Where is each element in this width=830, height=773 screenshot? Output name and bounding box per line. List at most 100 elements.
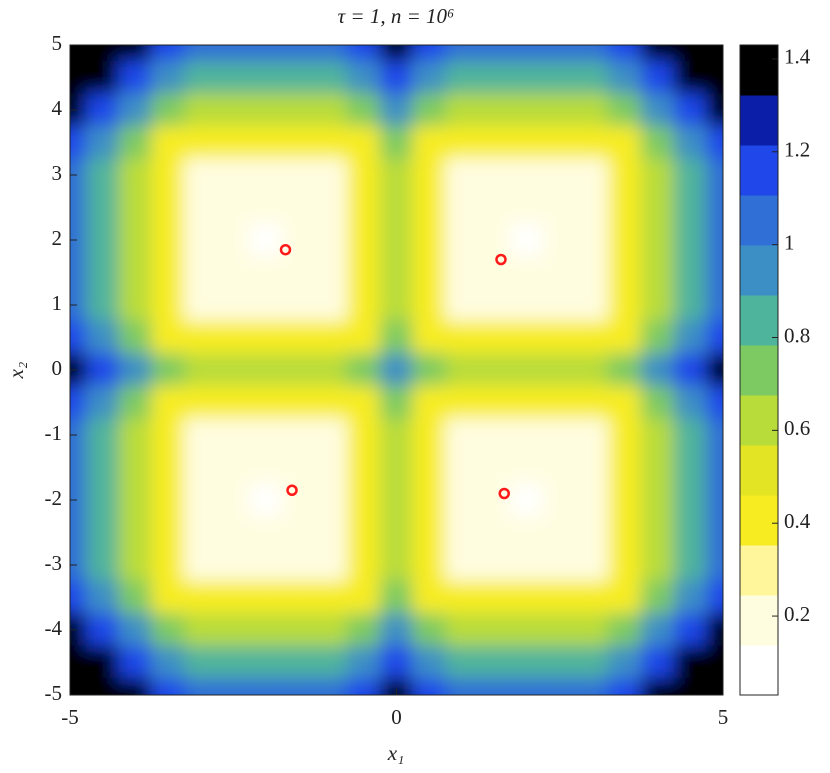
- contour-cell: [412, 158, 446, 192]
- contour-cell: [216, 190, 251, 225]
- contour-cell: [118, 93, 153, 127]
- contour-cell: [151, 255, 185, 290]
- colorbar-swatch: [740, 645, 778, 696]
- contour-cell: [412, 190, 446, 225]
- contour-cell: [673, 320, 708, 355]
- contour-cell: [477, 125, 512, 160]
- contour-cell: [379, 190, 414, 225]
- contour-cell: [673, 353, 708, 387]
- contour-cell: [575, 223, 610, 257]
- contour-cell: [673, 580, 708, 615]
- contour-cell: [444, 483, 479, 517]
- contour-cell: [281, 255, 316, 290]
- colorbar-swatch: [740, 395, 778, 446]
- contour-cell: [347, 353, 381, 387]
- contour-cell: [70, 483, 87, 517]
- contour-cell: [85, 320, 120, 355]
- contour-cell: [183, 613, 218, 647]
- colorbar-swatch: [740, 595, 778, 646]
- contour-cell: [706, 190, 723, 225]
- y-tick-label: 4: [52, 96, 63, 120]
- contour-cell: [85, 580, 120, 615]
- contour-cell: [281, 678, 316, 695]
- contour-cell: [118, 353, 153, 387]
- contour-cell: [281, 288, 316, 322]
- contour-cell: [575, 580, 610, 615]
- contour-cell: [347, 385, 381, 420]
- contour-cell: [706, 125, 723, 160]
- contour-cell: [444, 353, 479, 387]
- contour-cell: [347, 158, 381, 192]
- colorbar-swatch: [740, 145, 778, 196]
- contour-cell: [379, 450, 414, 485]
- contour-cell: [118, 678, 153, 695]
- contour-cell: [542, 125, 577, 160]
- colorbar-swatch: [740, 495, 778, 546]
- contour-cell: [379, 515, 414, 550]
- contour-cell: [673, 548, 708, 582]
- contour-cell: [118, 125, 153, 160]
- contour-cell: [314, 190, 349, 225]
- contour-cell: [575, 645, 610, 680]
- contour-cell: [70, 45, 87, 62]
- contour-cell: [216, 645, 251, 680]
- contour-cell: [444, 60, 479, 95]
- contour-cell: [183, 60, 218, 95]
- contour-cell: [216, 580, 251, 615]
- contour-cell: [673, 678, 708, 695]
- contour-cell: [118, 223, 153, 257]
- contour-cell: [673, 515, 708, 550]
- contour-cell: [70, 93, 87, 127]
- contour-cell: [673, 483, 708, 517]
- contour-cell: [118, 515, 153, 550]
- colorbar-swatch: [740, 95, 778, 146]
- contour-cell: [575, 255, 610, 290]
- colorbar-swatch: [740, 45, 778, 96]
- contour-cell: [575, 158, 610, 192]
- contour-cell: [347, 548, 381, 582]
- contour-cell: [70, 125, 87, 160]
- contour-cell: [706, 385, 723, 420]
- contour-cell: [640, 418, 675, 452]
- contour-cell: [151, 450, 185, 485]
- contour-cell: [608, 548, 642, 582]
- contour-cell: [477, 645, 512, 680]
- contour-cell: [510, 353, 544, 387]
- contour-cell: [412, 385, 446, 420]
- contour-cell: [477, 45, 512, 62]
- contour-cell: [608, 60, 642, 95]
- contour-cell: [412, 418, 446, 452]
- contour-cell: [70, 580, 87, 615]
- contour-cell: [477, 158, 512, 192]
- contour-cell: [706, 483, 723, 517]
- contour-cell: [314, 580, 349, 615]
- contour-cell: [281, 190, 316, 225]
- contour-cell: [673, 288, 708, 322]
- contour-cell: [314, 158, 349, 192]
- contour-cell: [314, 288, 349, 322]
- contour-cell: [542, 45, 577, 62]
- contour-cell: [575, 613, 610, 647]
- contour-cell: [444, 125, 479, 160]
- contour-cell: [575, 320, 610, 355]
- contour-cell: [444, 678, 479, 695]
- contour-cell: [216, 45, 251, 62]
- contour-cell: [412, 353, 446, 387]
- contour-cell: [85, 450, 120, 485]
- contour-cell: [706, 645, 723, 680]
- contour-cell: [444, 190, 479, 225]
- contour-cell: [314, 450, 349, 485]
- contour-cell: [216, 548, 251, 582]
- contour-cell: [640, 93, 675, 127]
- contour-cell: [118, 450, 153, 485]
- contour-cell: [85, 190, 120, 225]
- contour-cell: [477, 418, 512, 452]
- contour-cell: [412, 515, 446, 550]
- contour-cell: [412, 125, 446, 160]
- contour-cell: [510, 613, 544, 647]
- contour-cell: [673, 418, 708, 452]
- contour-cell: [673, 125, 708, 160]
- contour-cell: [118, 385, 153, 420]
- contour-cell: [542, 60, 577, 95]
- contour-cell: [314, 60, 349, 95]
